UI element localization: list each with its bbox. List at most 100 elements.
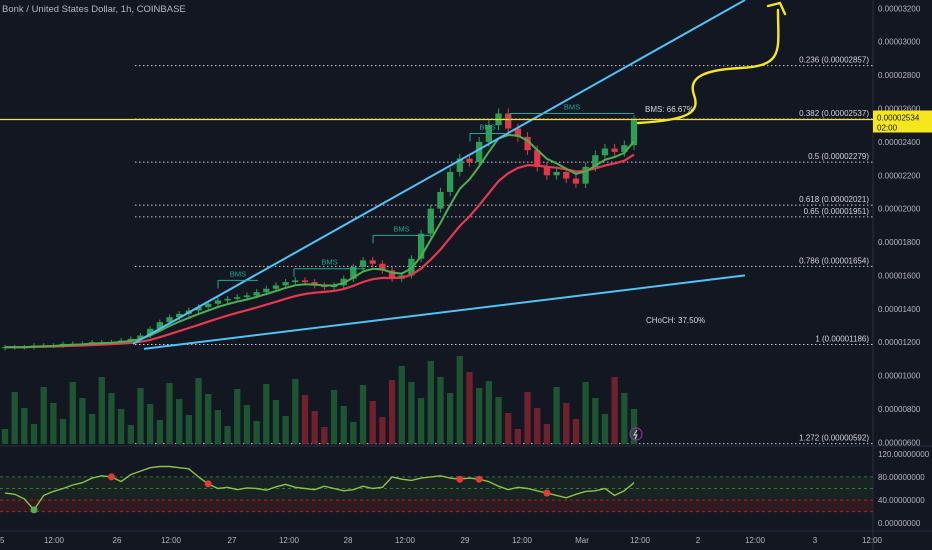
candle-body bbox=[388, 270, 396, 279]
volume-bar bbox=[50, 403, 57, 444]
volume-bar bbox=[117, 409, 125, 444]
fib-level-label: 1.272 (0.00000592) bbox=[799, 434, 869, 443]
candle-body bbox=[147, 328, 154, 336]
candle-body bbox=[214, 300, 222, 304]
volume-bar bbox=[1, 429, 9, 444]
candle-body bbox=[350, 267, 357, 279]
volume-bar bbox=[263, 384, 270, 444]
volume-bar bbox=[446, 393, 454, 444]
price-countdown-label: 02:00 bbox=[877, 124, 898, 133]
volume-bar bbox=[427, 361, 434, 444]
candle-body bbox=[137, 335, 144, 339]
time-tick-label: 28 bbox=[344, 536, 353, 545]
volume-bar bbox=[127, 425, 134, 444]
rsi-tick-label: 0.00000000 bbox=[878, 519, 921, 528]
rsi-signal-dot bbox=[107, 473, 115, 481]
rsi-signal-dot bbox=[30, 506, 38, 514]
lightning-icon bbox=[629, 427, 643, 441]
price-tick-label: 0.00001600 bbox=[878, 271, 921, 280]
rsi-tick-label: 40.00000000 bbox=[878, 496, 925, 505]
bms-label: BMS bbox=[564, 103, 580, 112]
volume-bar bbox=[176, 399, 183, 444]
volume-bar bbox=[592, 398, 599, 444]
bms-percent-label: BMS: 66.67% bbox=[645, 105, 694, 114]
price-tick-label: 0.00001800 bbox=[878, 238, 921, 247]
volume-bar bbox=[11, 392, 18, 444]
bms-label: BMS bbox=[479, 123, 495, 132]
price-tick-label: 0.00001200 bbox=[878, 338, 921, 347]
candle-body bbox=[166, 317, 173, 323]
rsi-signal-dot bbox=[543, 489, 551, 497]
volume-bar bbox=[340, 406, 347, 444]
rsi-band-upper bbox=[0, 476, 873, 501]
time-tick-label: 12:00 bbox=[745, 536, 766, 545]
rsi-signal-dot bbox=[475, 475, 483, 483]
candle-body bbox=[563, 171, 570, 179]
price-tick-label: 0.00001000 bbox=[878, 372, 921, 381]
fib-level-label: 1 (0.00001186) bbox=[815, 335, 869, 344]
candle-body bbox=[176, 313, 183, 318]
time-tick-label: 12:00 bbox=[862, 536, 883, 545]
volume-bar bbox=[398, 366, 405, 444]
candle-body bbox=[253, 292, 260, 296]
volume-bar bbox=[379, 417, 386, 444]
fib-level-label: 0.786 (0.00001654) bbox=[799, 256, 869, 265]
candle-body bbox=[369, 260, 376, 264]
volume-bar bbox=[166, 383, 173, 444]
volume-bar bbox=[282, 416, 289, 444]
volume-bar bbox=[553, 387, 560, 444]
volume-bar bbox=[301, 395, 309, 444]
time-tick-label: 12:00 bbox=[512, 536, 533, 545]
bms-label: BMS bbox=[393, 224, 409, 233]
time-tick-label: 27 bbox=[228, 536, 237, 545]
price-tick-label: 0.00003200 bbox=[878, 4, 921, 13]
time-tick-label: Mar bbox=[575, 536, 589, 545]
candle-body bbox=[456, 158, 463, 172]
volume-bar bbox=[224, 426, 231, 444]
candle-body bbox=[514, 128, 522, 137]
candle-body bbox=[359, 260, 367, 268]
time-tick-label: 12:00 bbox=[395, 536, 416, 545]
rsi-tick-label: 80.00000000 bbox=[878, 473, 925, 482]
time-tick-label: 26 bbox=[113, 536, 122, 545]
candle-body bbox=[524, 136, 531, 151]
rsi-signal-dot bbox=[456, 475, 464, 483]
volume-bar bbox=[359, 385, 367, 444]
ema-fast-line bbox=[5, 133, 635, 349]
candle-body bbox=[156, 322, 163, 329]
volume-bar bbox=[350, 422, 357, 444]
volume-bar bbox=[563, 403, 570, 444]
volume-bar bbox=[611, 377, 618, 444]
time-tick-label: 12:00 bbox=[161, 536, 182, 545]
volume-bar bbox=[69, 382, 76, 444]
candle-body bbox=[292, 280, 299, 283]
candle-body bbox=[301, 280, 309, 283]
volume-bar bbox=[630, 409, 638, 444]
price-tick-label: 0.00003000 bbox=[878, 38, 921, 47]
volume-bar bbox=[214, 410, 222, 444]
candle-body bbox=[446, 171, 454, 192]
price-tick-label: 0.00002800 bbox=[878, 71, 921, 80]
price-tick-label: 0.00002200 bbox=[878, 171, 921, 180]
fib-level-label: 0.382 (0.00002537) bbox=[799, 109, 869, 118]
volume-bar bbox=[408, 382, 415, 444]
rsi-signal-dot bbox=[204, 480, 212, 488]
fib-level-label: 0.65 (0.00001951) bbox=[804, 207, 870, 216]
fib-level-label: 0.618 (0.00002021) bbox=[799, 195, 869, 204]
candle-body bbox=[534, 150, 541, 167]
bms-label: BMS bbox=[321, 258, 337, 267]
volume-bar bbox=[311, 411, 318, 444]
candle-body bbox=[476, 141, 483, 162]
volume-bar bbox=[437, 377, 444, 444]
volume-bar bbox=[601, 414, 609, 444]
ema-slow-line bbox=[5, 153, 635, 349]
volume-bar bbox=[495, 397, 502, 444]
volume-bar bbox=[234, 389, 241, 444]
chart-title: Bonk / United States Dollar, 1h, COINBAS… bbox=[2, 4, 186, 15]
candle-body bbox=[437, 191, 444, 209]
current-price-label: 0.00002534 bbox=[877, 114, 920, 123]
candle-body bbox=[127, 338, 134, 341]
candle-body bbox=[621, 145, 628, 152]
upper-trendline bbox=[132, 0, 746, 345]
